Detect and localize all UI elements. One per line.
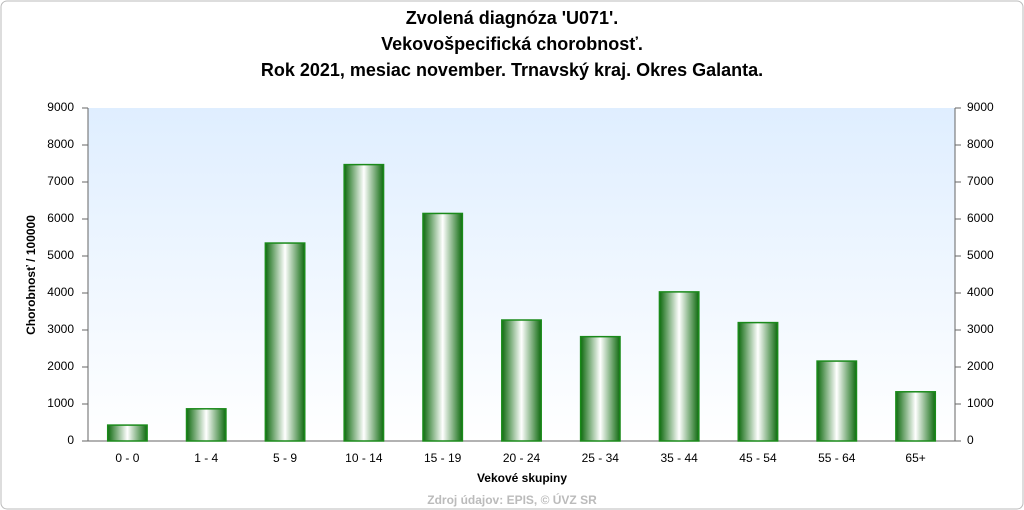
y2-tick-label: 3000 [967, 322, 994, 336]
bar [185, 408, 227, 442]
bar [579, 335, 621, 442]
y-tick-label: 2000 [47, 359, 74, 373]
y2-tick-label: 7000 [967, 174, 994, 188]
y-tick-label: 8000 [47, 137, 74, 151]
source: Zdroj údajov: EPIS, © ÚVZ SR [427, 492, 597, 507]
y2-tick-label: 1000 [967, 396, 994, 410]
y-tick-label: 5000 [47, 248, 74, 262]
bar [501, 319, 542, 442]
x-tick-label: 55 - 64 [818, 451, 856, 465]
chart-title: Rok 2021, mesiac november. Trnavský kraj… [261, 60, 763, 80]
y2-tick-label: 5000 [967, 248, 994, 262]
bar [422, 212, 464, 442]
bar [737, 321, 779, 442]
y-tick-label: 7000 [47, 174, 74, 188]
y2-tick-label: 9000 [967, 100, 994, 114]
bar [895, 391, 937, 442]
y-axis-label: Chorobnosť / 100000 [24, 215, 38, 335]
y2-tick-label: 6000 [967, 211, 994, 225]
x-tick-label: 15 - 19 [424, 451, 462, 465]
y-tick-label: 6000 [47, 211, 74, 225]
bar [264, 242, 306, 442]
y2-tick-label: 2000 [967, 359, 994, 373]
x-tick-label: 20 - 24 [503, 451, 541, 465]
chart-title: Vekovošpecifická chorobnosť. [381, 34, 643, 54]
bar [658, 291, 700, 442]
y2-tick-label: 4000 [967, 285, 994, 299]
y2-tick-label: 0 [967, 433, 974, 447]
bar [816, 360, 858, 442]
bar [343, 163, 385, 442]
x-axis-label: Vekové skupiny [477, 471, 567, 485]
y-tick-label: 1000 [47, 396, 74, 410]
y-tick-label: 4000 [47, 285, 74, 299]
x-tick-label: 0 - 0 [115, 451, 139, 465]
x-tick-label: 10 - 14 [345, 451, 383, 465]
chart-title: Zvolená diagnóza 'U071'. [406, 8, 619, 28]
bar [106, 424, 148, 442]
y-tick-label: 3000 [47, 322, 74, 336]
x-tick-label: 25 - 34 [582, 451, 620, 465]
x-tick-label: 45 - 54 [739, 451, 777, 465]
y2-tick-label: 8000 [967, 137, 994, 151]
y-tick-label: 9000 [47, 100, 74, 114]
y-tick-label: 0 [67, 433, 74, 447]
x-tick-label: 35 - 44 [660, 451, 698, 465]
x-tick-label: 1 - 4 [194, 451, 218, 465]
x-tick-label: 65+ [905, 451, 925, 465]
x-tick-label: 5 - 9 [273, 451, 297, 465]
